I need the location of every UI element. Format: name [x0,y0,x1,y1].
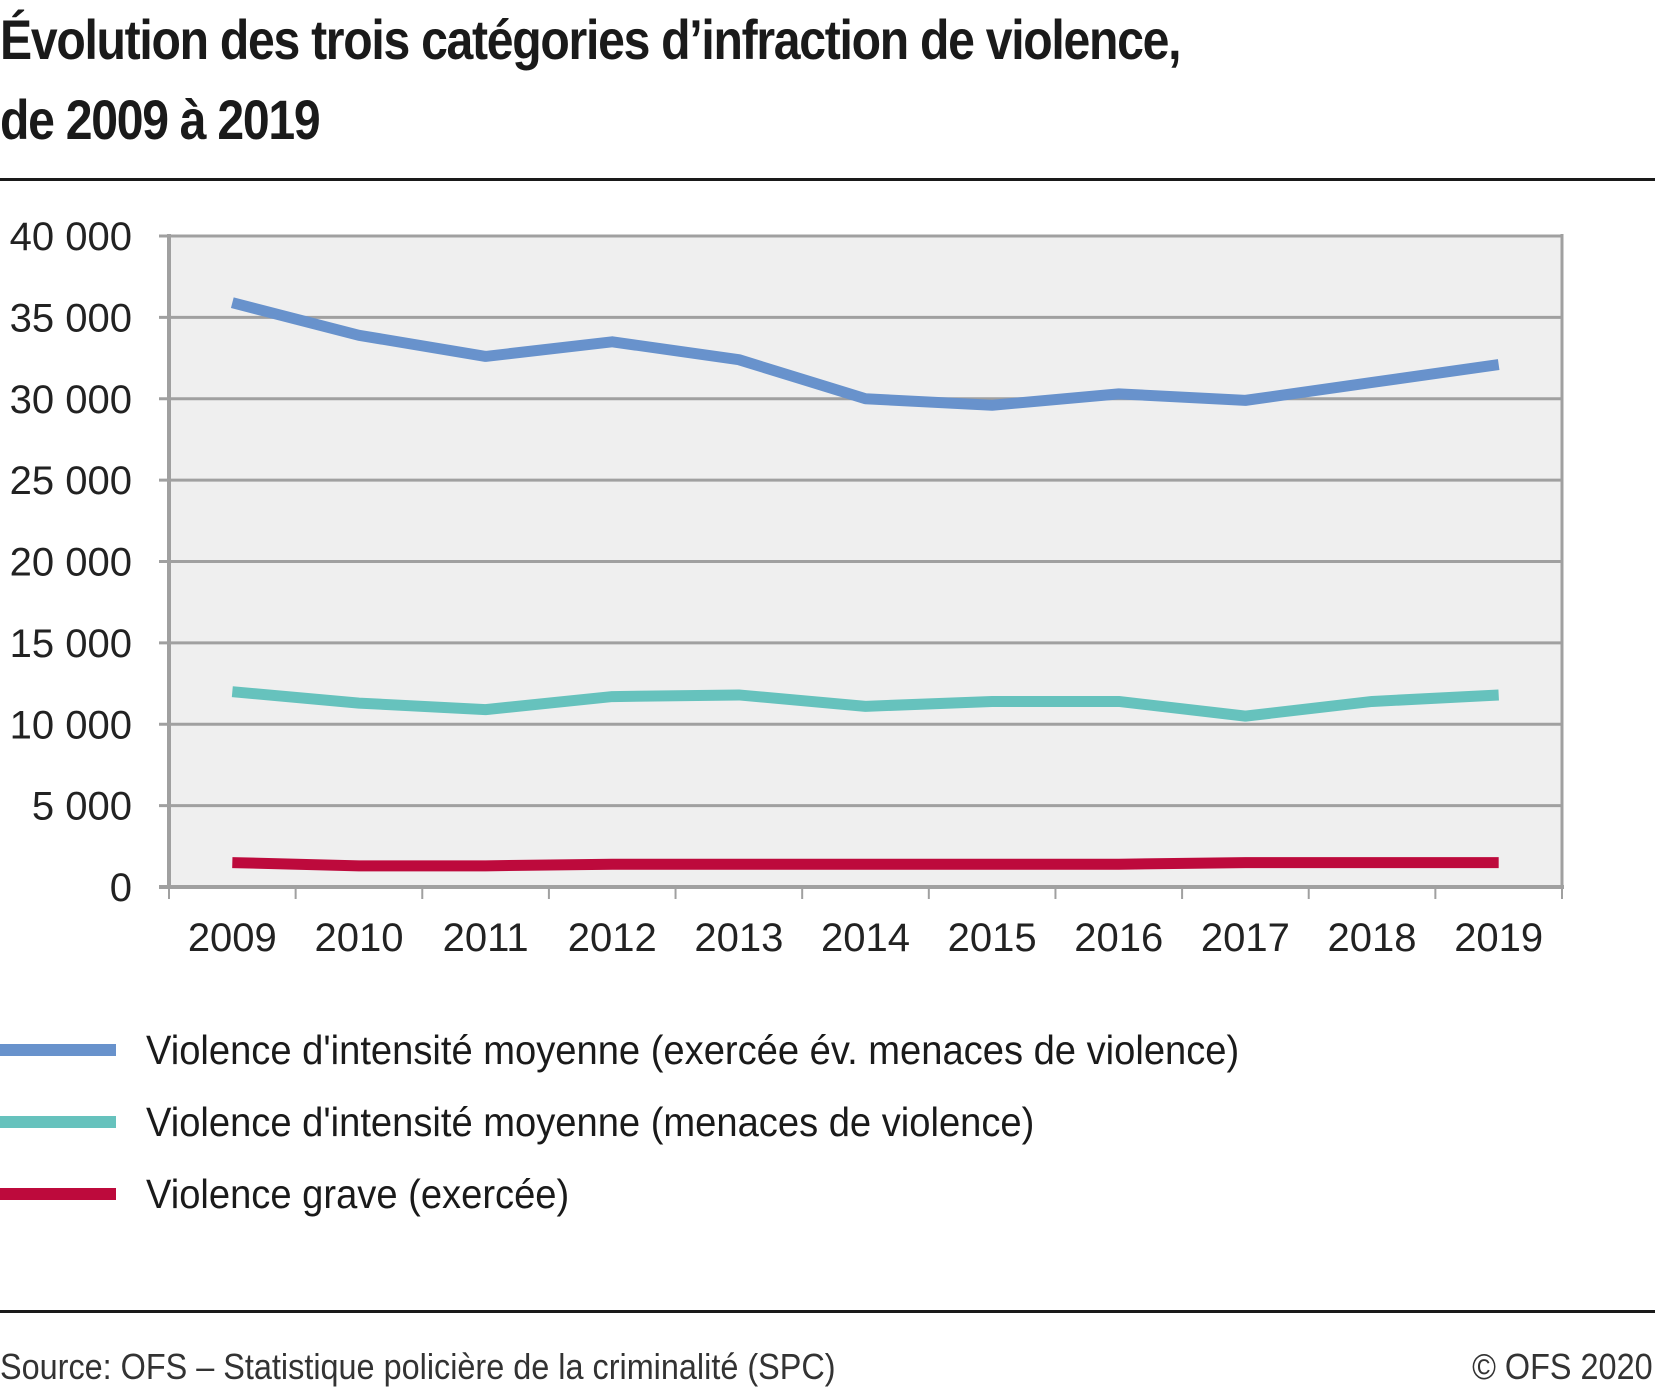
x-tick-label: 2016 [1074,916,1163,960]
legend-item-severe-exerted: Violence grave (exercée) [0,1164,1600,1224]
y-tick-label: 0 [110,866,132,910]
series-line-1 [230,297,1500,411]
y-tick-label: 5 000 [32,785,132,829]
copyright-note: © OFS 2020 [1472,1346,1653,1387]
series-line-3 [232,857,1499,872]
x-tick-label: 2015 [948,916,1037,960]
legend-swatch-blue [0,1044,116,1056]
series-line-2 [231,686,1499,722]
y-axis-ticks: 0 5 000 10 000 15 000 20 000 25 000 30 000 35 0… [10,215,132,910]
bottom-divider [0,1310,1655,1313]
legend-label: Violence d'intensité moyenne (menaces de… [146,1099,1035,1145]
chart-title-line-2: de 2009 à 2019 [0,88,321,151]
x-tick-label: 2010 [314,916,403,960]
chart-title: Évolution des trois catégories d’infract… [0,0,1410,160]
legend-label: Violence d'intensité moyenne (exercée év… [146,1027,1240,1073]
line-chart: 0 5 000 10 000 15 000 20 000 25 000 30 000 35 0… [10,215,1564,960]
series-lines [230,297,1500,872]
x-axis-ticks: 2009 2010 2011 2012 2013 2014 2015 2016 2017 2018… [168,887,1563,960]
x-tick-label: 2014 [821,916,910,960]
x-tick-label: 2018 [1328,916,1417,960]
y-tick-label: 25 000 [10,459,132,503]
y-tick-label: 15 000 [10,622,132,666]
legend-swatch-teal [0,1116,116,1128]
axes [159,234,1564,889]
y-tick-label: 30 000 [10,378,132,422]
y-tick-label: 40 000 [10,215,132,259]
chart-title-line-1: Évolution des trois catégories d’infract… [0,8,1181,71]
legend-item-moderate-threats: Violence d'intensité moyenne (menaces de… [0,1092,1600,1152]
y-tick-label: 10 000 [10,703,132,747]
source-note: Source: OFS – Statistique policière de l… [0,1346,836,1387]
legend-swatch-red [0,1188,116,1200]
x-tick-label: 2012 [568,916,657,960]
top-divider [0,178,1655,181]
y-tick-label: 35 000 [10,296,132,340]
legend-label: Violence grave (exercée) [146,1171,570,1217]
x-tick-label: 2013 [694,916,783,960]
x-tick-label: 2011 [443,916,529,960]
x-tick-label: 2017 [1201,916,1290,960]
x-tick-label: 2019 [1454,916,1543,960]
y-tick-label: 20 000 [10,541,132,585]
x-tick-label: 2009 [188,916,277,960]
legend-item-moderate-exerted: Violence d'intensité moyenne (exercée év… [0,1020,1600,1080]
